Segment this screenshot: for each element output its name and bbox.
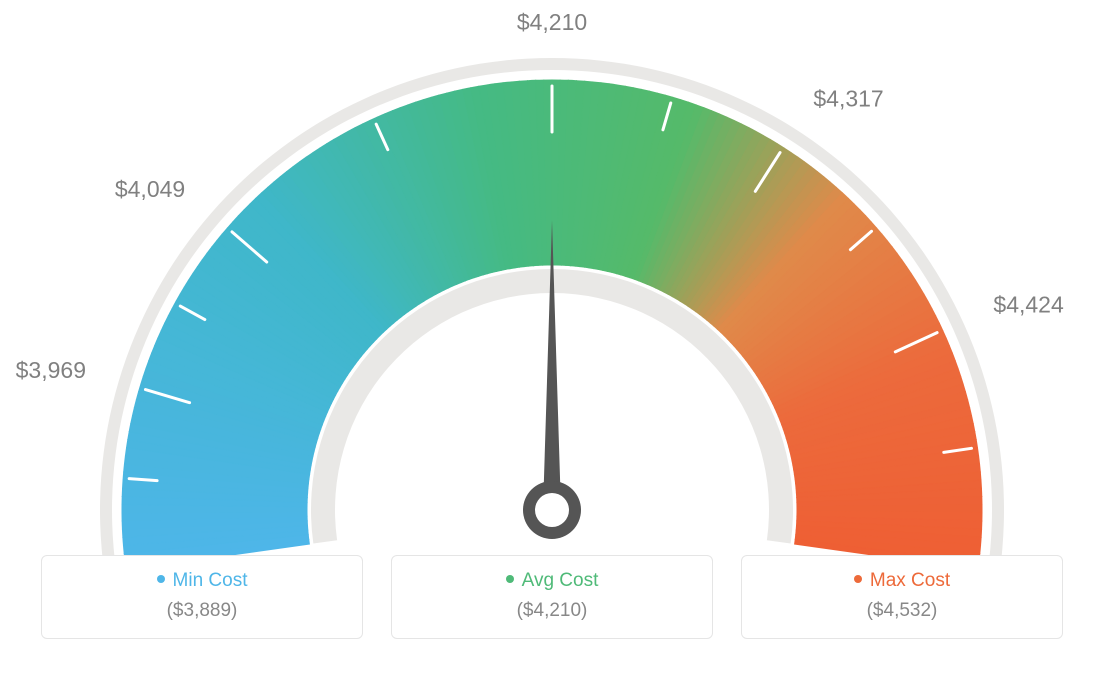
legend-label-max: Max Cost [742,570,1062,592]
legend-label-avg-text: Avg Cost [522,570,599,591]
legend-row: Min Cost ($3,889) Avg Cost ($4,210) Max … [0,555,1104,639]
gauge-area: $3,889$3,969$4,049$4,210$4,317$4,424$4,5… [0,0,1104,555]
legend-label-min-text: Min Cost [173,570,248,591]
gauge-tick-label: $4,049 [115,176,185,202]
gauge-tick-label: $4,424 [993,292,1064,318]
legend-dot-avg [506,575,514,583]
legend-label-avg: Avg Cost [392,570,712,592]
gauge-tick-label: $3,969 [16,357,86,383]
gauge-tick-label: $4,210 [517,9,587,35]
legend-card-avg: Avg Cost ($4,210) [391,555,713,639]
gauge-chart: $3,889$3,969$4,049$4,210$4,317$4,424$4,5… [0,0,1104,555]
legend-value-avg: ($4,210) [392,600,712,622]
legend-card-min: Min Cost ($3,889) [41,555,363,639]
legend-value-max: ($4,532) [742,600,1062,622]
legend-card-max: Max Cost ($4,532) [741,555,1063,639]
legend-value-min: ($3,889) [42,600,362,622]
legend-label-min: Min Cost [42,570,362,592]
cost-gauge-widget: $3,889$3,969$4,049$4,210$4,317$4,424$4,5… [0,0,1104,690]
legend-dot-min [157,575,165,583]
gauge-tick-label: $4,317 [813,85,883,111]
legend-dot-max [854,575,862,583]
legend-label-max-text: Max Cost [870,570,950,591]
